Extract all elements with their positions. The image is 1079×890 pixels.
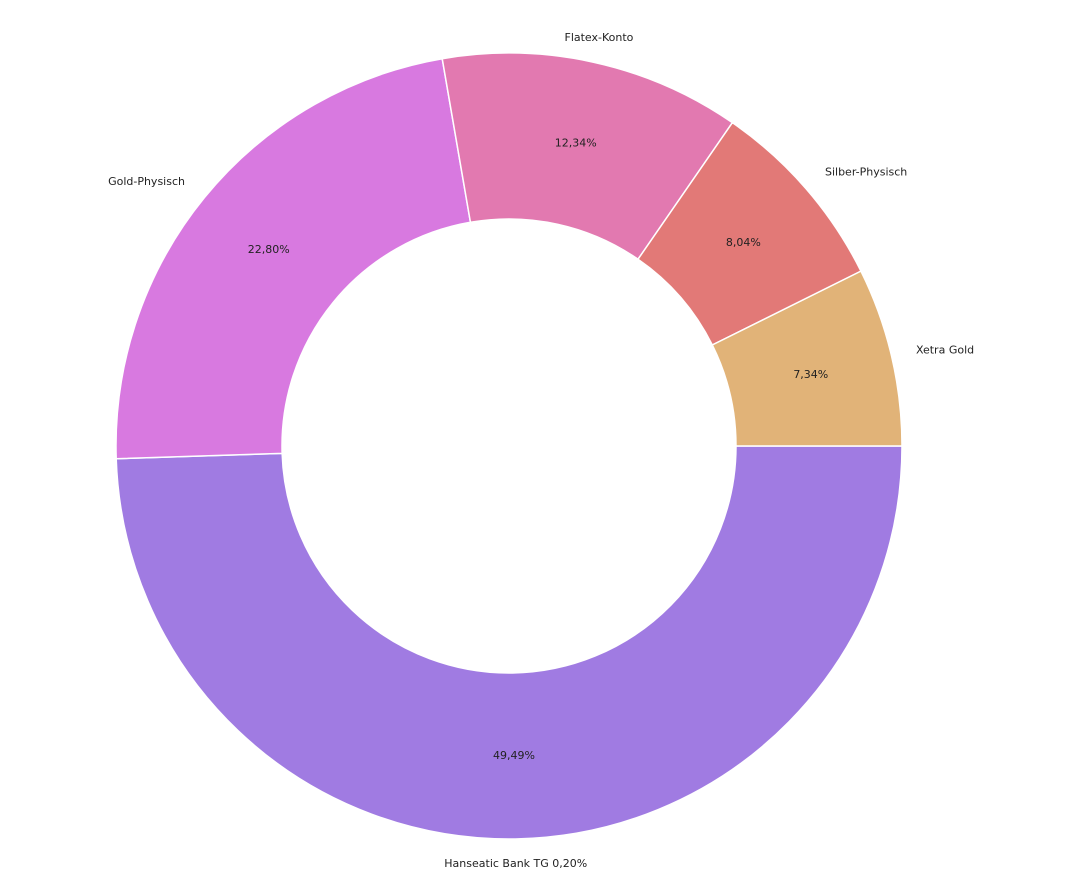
category-label-flatex-konto: Flatex-Konto bbox=[565, 31, 634, 44]
percent-label-xetra-gold: 7,34% bbox=[793, 368, 828, 381]
category-label-xetra-gold: Xetra Gold bbox=[916, 343, 974, 356]
donut-slices bbox=[115, 52, 903, 840]
percent-label-hanseatic-bank-tg-0-20: 49,49% bbox=[493, 749, 535, 762]
slice-gold-physisch[interactable] bbox=[115, 57, 472, 460]
category-label-hanseatic-bank-tg-0-20: Hanseatic Bank TG 0,20% bbox=[444, 857, 587, 870]
percent-label-silber-physisch: 8,04% bbox=[726, 236, 761, 249]
percent-label-gold-physisch: 22,80% bbox=[248, 243, 290, 256]
category-labels: Hanseatic Bank TG 0,20% Gold-Physisch Flat… bbox=[108, 31, 974, 870]
slice-hanseatic-bank-tg-0-20[interactable] bbox=[115, 445, 903, 840]
category-label-silber-physisch: Silber-Physisch bbox=[825, 165, 907, 178]
percent-labels: 49,49% 22,80% 12,34% 8,04% 7,34% bbox=[248, 136, 829, 762]
slice-xetra-gold[interactable] bbox=[711, 270, 903, 447]
percent-label-flatex-konto: 12,34% bbox=[555, 136, 597, 149]
category-label-gold-physisch: Gold-Physisch bbox=[108, 175, 185, 188]
